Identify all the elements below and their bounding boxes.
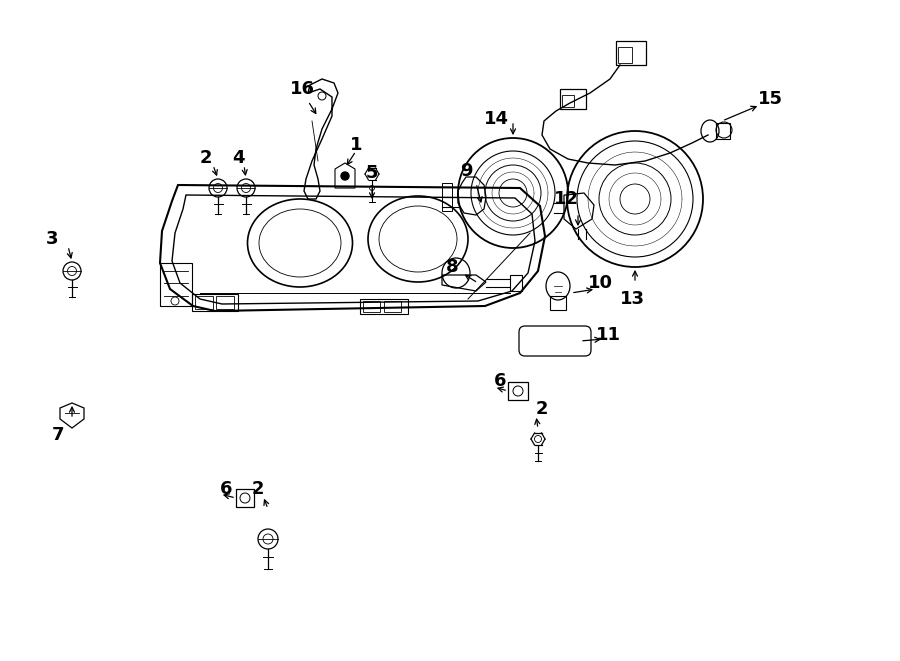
Text: 14: 14 (483, 110, 508, 128)
Text: 10: 10 (588, 274, 613, 292)
Text: 13: 13 (619, 290, 644, 308)
Text: 2: 2 (252, 480, 265, 498)
Text: 8: 8 (446, 258, 458, 276)
Text: 4: 4 (232, 149, 244, 167)
Text: 2: 2 (536, 400, 548, 418)
Text: 9: 9 (460, 162, 473, 180)
Text: 6: 6 (220, 480, 232, 498)
Circle shape (341, 172, 349, 180)
Text: 6: 6 (494, 372, 506, 390)
Text: 3: 3 (46, 230, 58, 248)
Text: 15: 15 (758, 90, 782, 108)
Text: 7: 7 (52, 426, 64, 444)
Text: 16: 16 (290, 80, 314, 98)
Text: 12: 12 (554, 190, 579, 208)
Text: 11: 11 (596, 326, 620, 344)
Text: 5: 5 (365, 164, 378, 182)
Text: 2: 2 (200, 149, 212, 167)
Text: 1: 1 (350, 136, 362, 154)
